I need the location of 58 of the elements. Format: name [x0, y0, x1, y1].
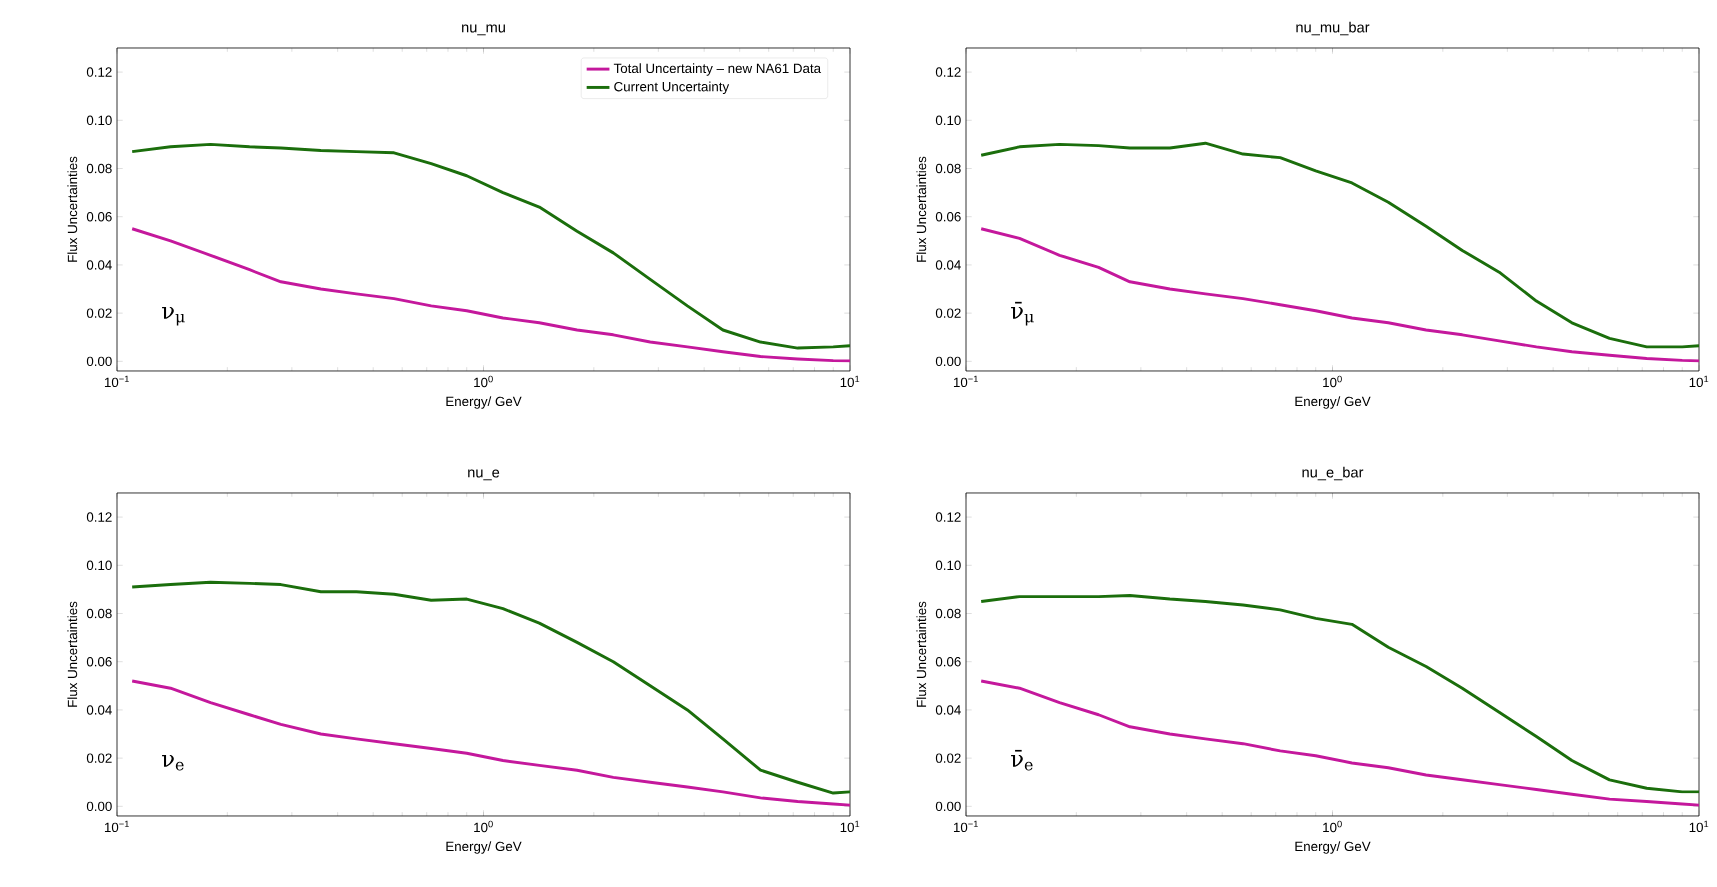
y-tick-label: 0.08 — [935, 608, 961, 619]
x-tick-label: 10$^{0}$ — [1323, 820, 1342, 833]
x-tick-label: 10$^{1}$ — [1689, 820, 1709, 833]
y-tick-label: 0.12 — [86, 67, 112, 77]
x-tick-label: 10$^{1}$ — [1689, 375, 1709, 388]
y-tick-label: 0.08 — [86, 608, 112, 619]
y-tick-label: 0.04 — [86, 705, 112, 715]
y-tick-label: 0.04 — [935, 705, 961, 715]
x-tick-label: 10$^{−1}$ — [953, 820, 978, 833]
chart-title: nu_mu — [462, 24, 505, 36]
x-tick-label: 10$^{1}$ — [840, 375, 860, 388]
y-tick-label: 0.12 — [86, 512, 112, 522]
y-tick-label: 0.06 — [86, 212, 112, 222]
y-tick-label: 0.10 — [86, 115, 112, 126]
y-tick-label: 0.02 — [86, 308, 112, 318]
y-axis-title: Flux Uncertainties — [67, 156, 78, 262]
y-tick-label: 0.04 — [935, 260, 961, 270]
annotation: ν̄$_{e}$ — [1011, 749, 1033, 771]
y-tick-label: 0.12 — [935, 512, 961, 522]
annotation: ν$_{μ}$ — [162, 306, 185, 326]
chart-title: nu_e — [468, 469, 500, 481]
y-tick-label: 0.00 — [935, 801, 961, 812]
y-tick-label: 0.00 — [86, 801, 112, 812]
y-tick-label: 0.10 — [935, 115, 961, 126]
y-tick-label: 0.06 — [935, 657, 961, 667]
chart-title: nu_mu_bar — [1296, 21, 1370, 36]
x-tick-label: 10$^{−1}$ — [104, 820, 129, 833]
y-tick-label: 0.06 — [935, 212, 961, 222]
x-tick-label: 10$^{−1}$ — [953, 375, 978, 388]
y-tick-label: 0.00 — [86, 356, 112, 367]
y-tick-label: 0.04 — [86, 260, 112, 270]
y-axis-title: Flux Uncertainties — [67, 601, 78, 707]
y-tick-label: 0.02 — [935, 753, 961, 763]
annotation: ν̄$_{μ}$ — [1011, 301, 1034, 326]
y-tick-label: 0.08 — [86, 163, 112, 174]
x-tick-label: 10$^{0}$ — [1323, 375, 1342, 388]
y-tick-label: 0.12 — [935, 67, 961, 77]
y-tick-label: 0.02 — [935, 308, 961, 318]
chart-title: nu_e_bar — [1302, 466, 1364, 481]
x-tick-label: 10$^{1}$ — [840, 820, 860, 833]
y-axis-title: Flux Uncertainties — [916, 156, 927, 262]
x-tick-label: 10$^{−1}$ — [104, 375, 129, 388]
annotation: ν$_{e}$ — [162, 755, 184, 771]
y-tick-label: 0.10 — [935, 560, 961, 571]
y-tick-label: 0.10 — [86, 560, 112, 571]
x-axis-title: Energy/ GeV — [1295, 396, 1371, 409]
y-axis-title: Flux Uncertainties — [916, 601, 927, 707]
y-tick-label: 0.02 — [86, 753, 112, 763]
x-axis-title: Energy/ GeV — [446, 396, 522, 409]
x-axis-title: Energy/ GeV — [1295, 841, 1371, 854]
y-tick-label: 0.06 — [86, 657, 112, 667]
x-tick-label: 10$^{0}$ — [474, 375, 493, 388]
x-tick-label: 10$^{0}$ — [474, 820, 493, 833]
legend-label: Total Uncertainty – new NA61 Data — [613, 63, 822, 76]
x-axis-title: Energy/ GeV — [446, 841, 522, 854]
y-tick-label: 0.00 — [935, 356, 961, 367]
legend-label: Current Uncertainty — [614, 81, 730, 95]
y-tick-label: 0.08 — [935, 163, 961, 174]
